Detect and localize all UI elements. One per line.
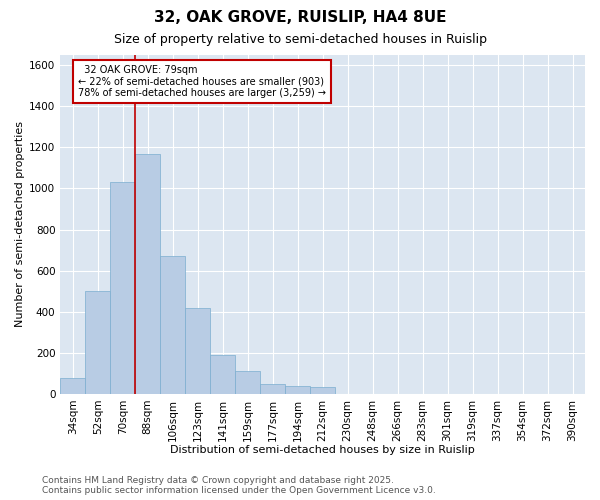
Bar — [210, 355, 235, 394]
Y-axis label: Number of semi-detached properties: Number of semi-detached properties — [15, 122, 25, 328]
Bar — [60, 378, 85, 394]
Bar — [185, 308, 210, 394]
Text: Size of property relative to semi-detached houses in Ruislip: Size of property relative to semi-detach… — [113, 32, 487, 46]
X-axis label: Distribution of semi-detached houses by size in Ruislip: Distribution of semi-detached houses by … — [170, 445, 475, 455]
Text: 32, OAK GROVE, RUISLIP, HA4 8UE: 32, OAK GROVE, RUISLIP, HA4 8UE — [154, 10, 446, 25]
Bar — [260, 384, 285, 394]
Bar — [135, 154, 160, 394]
Bar — [310, 386, 335, 394]
Bar — [235, 372, 260, 394]
Text: 32 OAK GROVE: 79sqm
← 22% of semi-detached houses are smaller (903)
78% of semi-: 32 OAK GROVE: 79sqm ← 22% of semi-detach… — [78, 66, 326, 98]
Bar — [110, 182, 135, 394]
Bar — [85, 291, 110, 394]
Bar — [160, 256, 185, 394]
Text: Contains HM Land Registry data © Crown copyright and database right 2025.
Contai: Contains HM Land Registry data © Crown c… — [42, 476, 436, 495]
Bar — [285, 386, 310, 394]
